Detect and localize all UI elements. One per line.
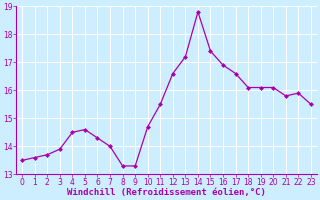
X-axis label: Windchill (Refroidissement éolien,°C): Windchill (Refroidissement éolien,°C) <box>67 188 266 197</box>
